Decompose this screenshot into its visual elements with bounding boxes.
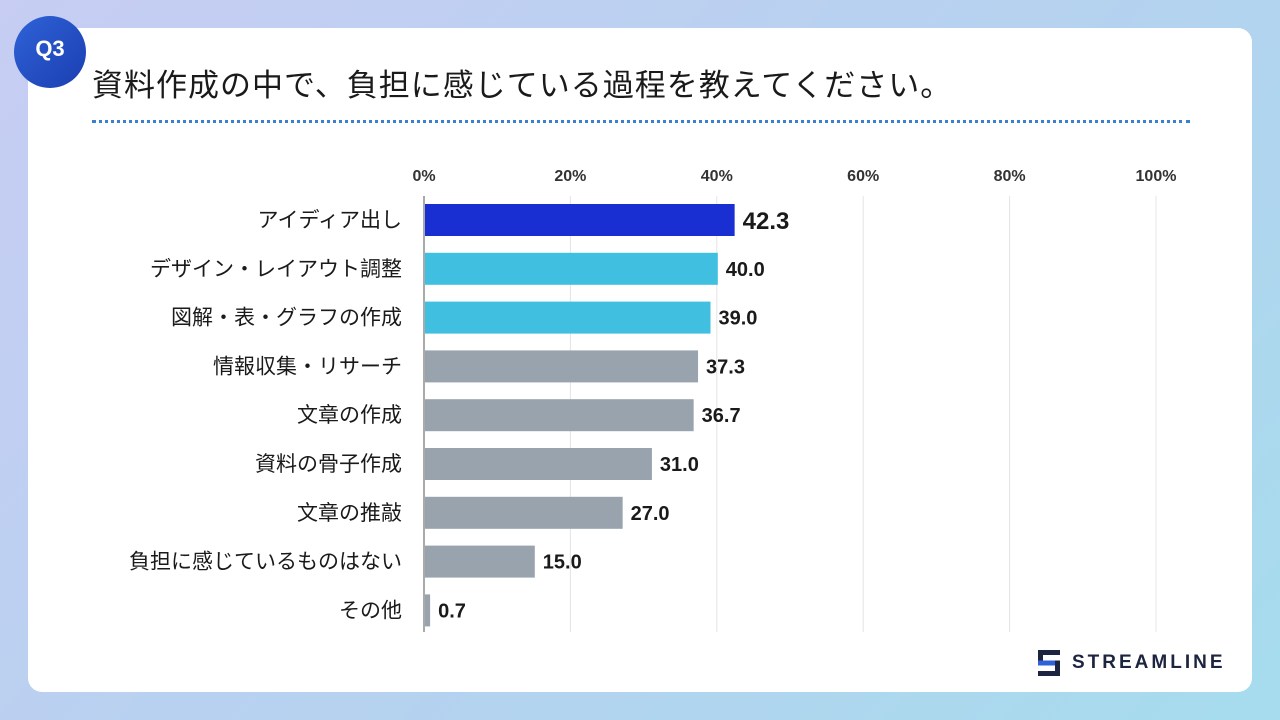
bar (425, 594, 431, 627)
data-label: 42.3 (743, 208, 790, 235)
x-tick-label: 60% (847, 168, 879, 185)
data-label: 15.0 (543, 552, 582, 574)
data-label: 36.7 (702, 405, 741, 427)
category-label: その他 (339, 598, 402, 622)
category-label: アイディア出し (258, 208, 402, 232)
x-tick-label: 0% (412, 168, 435, 185)
category-label: 図解・表・グラフの作成 (171, 306, 402, 330)
bar (425, 204, 735, 236)
bar (425, 399, 694, 432)
brand-name: STREAMLINE (1072, 652, 1226, 673)
category-label: デザイン・レイアウト調整 (150, 257, 402, 281)
bar (425, 496, 623, 529)
bar (425, 252, 718, 285)
bar (425, 545, 535, 578)
x-tick-label: 100% (1136, 168, 1177, 185)
x-tick-label: 40% (701, 168, 733, 185)
x-tick-label: 80% (994, 168, 1026, 185)
question-badge: Q3 (14, 16, 86, 88)
category-label: 資料の骨子作成 (255, 452, 402, 476)
data-label: 0.7 (438, 600, 466, 622)
bar (425, 301, 711, 334)
data-label: 31.0 (660, 454, 699, 476)
category-label: 負担に感じているものはない (129, 550, 402, 574)
category-label: 情報収集・リサーチ (213, 354, 402, 378)
category-label: 文章の推敲 (297, 501, 402, 525)
title-divider (92, 120, 1190, 123)
bar (425, 448, 652, 480)
page-title: 資料作成の中で、負担に感じている過程を教えてください。 (92, 68, 953, 104)
streamline-logo-icon (1038, 650, 1060, 676)
data-label: 39.0 (718, 308, 757, 330)
data-label: 37.3 (706, 356, 745, 378)
x-tick-label: 20% (554, 168, 586, 185)
bar (425, 350, 699, 383)
data-label: 27.0 (631, 503, 670, 525)
category-label: 文章の作成 (297, 403, 402, 427)
brand-logo: STREAMLINE (1038, 650, 1226, 676)
data-label: 40.0 (726, 259, 765, 281)
